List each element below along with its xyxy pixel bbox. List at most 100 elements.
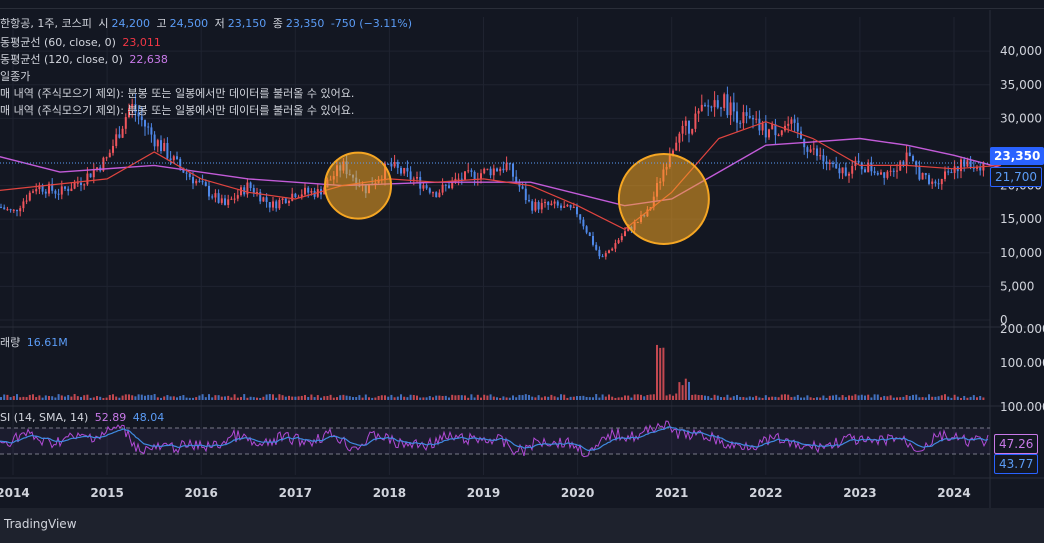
volume-bar bbox=[579, 396, 582, 400]
volume-bar bbox=[457, 395, 460, 400]
candle-body bbox=[576, 206, 578, 215]
volume-bar bbox=[355, 397, 358, 400]
candle-body bbox=[780, 130, 783, 135]
candle-body bbox=[838, 168, 841, 174]
candle-body bbox=[32, 191, 34, 193]
candle-body bbox=[214, 193, 217, 198]
volume-bar bbox=[310, 394, 313, 400]
candle-body bbox=[691, 128, 694, 134]
volume-bar bbox=[979, 395, 982, 400]
volume-bar bbox=[870, 397, 873, 400]
volume-bar bbox=[80, 396, 82, 400]
volume-bar bbox=[732, 396, 735, 400]
candle-body bbox=[716, 100, 719, 108]
volume-bar bbox=[569, 396, 572, 400]
volume-bar bbox=[608, 394, 610, 400]
candle-body bbox=[585, 226, 588, 233]
volume-bar bbox=[752, 397, 754, 400]
chart-canvas[interactable]: 40,00035,00030,00025,00020,00015,00010,0… bbox=[0, 0, 1044, 508]
volume-bar bbox=[304, 395, 306, 400]
rsi-line bbox=[0, 420, 989, 458]
volume-bar bbox=[524, 394, 527, 400]
candle-body bbox=[684, 120, 687, 126]
volume-bar bbox=[736, 394, 738, 400]
volume-bar bbox=[35, 397, 38, 400]
rsi-legend[interactable]: SI (14, SMA, 14) 52.89 48.04 bbox=[0, 410, 167, 426]
candle-body bbox=[531, 201, 534, 211]
close-label: 종 bbox=[272, 17, 283, 30]
time-tick-label: 2022 bbox=[749, 486, 782, 500]
candle-body bbox=[48, 183, 50, 194]
candle-body bbox=[16, 209, 18, 212]
volume-bar bbox=[780, 394, 783, 400]
volume-bar bbox=[464, 395, 466, 400]
candle-body bbox=[147, 126, 150, 128]
volume-bar bbox=[976, 397, 978, 400]
ma-price-tag: 21,700 bbox=[990, 167, 1042, 187]
volume-bar bbox=[707, 396, 710, 400]
candle-body bbox=[176, 156, 178, 160]
volume-bar bbox=[483, 394, 486, 400]
candle-body bbox=[422, 185, 425, 189]
candle-body bbox=[470, 170, 473, 172]
candle-body bbox=[774, 124, 777, 136]
candle-body bbox=[265, 197, 268, 203]
candle-body bbox=[870, 162, 873, 172]
volume-bar bbox=[342, 394, 345, 400]
volume-bar bbox=[905, 395, 908, 400]
volume-bar bbox=[313, 397, 316, 400]
volume-bar bbox=[544, 396, 546, 400]
daily-close-legend[interactable]: 일종가 bbox=[0, 69, 33, 85]
volume-bar bbox=[108, 394, 111, 400]
volume-bar bbox=[748, 396, 751, 400]
volume-bar bbox=[505, 397, 508, 400]
volume-bar bbox=[227, 395, 230, 400]
volume-bar bbox=[198, 395, 201, 400]
volume-bar bbox=[624, 395, 626, 400]
candle-body bbox=[707, 105, 710, 107]
candle-body bbox=[240, 187, 242, 196]
volume-bar bbox=[777, 397, 780, 400]
candle-body bbox=[156, 140, 159, 147]
candle-body bbox=[118, 134, 121, 138]
volume-legend[interactable]: 래량 16.61M bbox=[0, 335, 71, 351]
candle-body bbox=[771, 124, 774, 130]
volume-bar bbox=[892, 397, 895, 400]
candle-body bbox=[694, 113, 697, 129]
rsi-band-fill bbox=[0, 428, 990, 454]
candle-body bbox=[496, 168, 498, 172]
volume-bar bbox=[188, 397, 191, 400]
candle-body bbox=[972, 167, 975, 169]
volume-bar bbox=[716, 395, 719, 400]
volume-bar bbox=[873, 394, 876, 400]
ma60-legend[interactable]: 동평균선 (60, close, 0) 23,011 bbox=[0, 35, 164, 51]
volume-bar bbox=[704, 395, 706, 400]
ma120-legend[interactable]: 동평균선 (120, close, 0) 22,638 bbox=[0, 52, 171, 68]
candle-body bbox=[572, 206, 575, 208]
candle-body bbox=[57, 193, 60, 195]
volume-bar bbox=[172, 396, 175, 400]
volume-bar bbox=[662, 347, 665, 400]
volume-bar bbox=[726, 394, 729, 400]
volume-bar bbox=[480, 397, 482, 400]
volume-bar bbox=[672, 395, 674, 400]
volume-bar bbox=[297, 396, 300, 400]
candle-body bbox=[70, 188, 73, 192]
candle-body bbox=[473, 171, 476, 180]
volume-bar bbox=[848, 395, 850, 400]
volume-bar bbox=[6, 394, 9, 400]
volume-bar bbox=[796, 394, 799, 400]
change-value: -750 (−3.11%) bbox=[330, 17, 413, 30]
candle-body bbox=[435, 192, 438, 198]
rsi-tag-a: 47.26 bbox=[994, 434, 1039, 454]
volume-bar bbox=[236, 397, 239, 400]
candle-body bbox=[464, 171, 466, 180]
candle-body bbox=[592, 235, 594, 245]
volume-bar bbox=[393, 397, 396, 400]
volume-bar bbox=[460, 395, 463, 400]
candle-body bbox=[233, 198, 236, 200]
candle-body bbox=[598, 249, 601, 257]
candle-body bbox=[832, 162, 834, 164]
tradingview-logo[interactable]: TradingView bbox=[4, 517, 77, 531]
volume-bar bbox=[512, 395, 514, 400]
